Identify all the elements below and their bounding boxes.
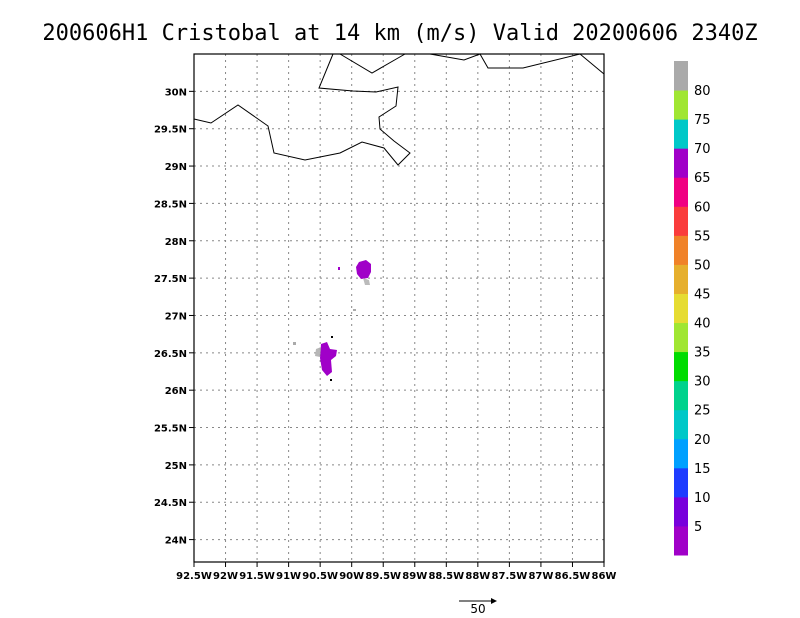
colorbar-label: 20	[694, 433, 711, 448]
colorbar-segment	[674, 264, 688, 294]
colorbar-segment	[674, 467, 688, 498]
colorbar-segment	[674, 322, 688, 353]
colorbar-segment	[674, 90, 688, 120]
echo-south-speck-3	[330, 379, 332, 381]
x-tick-label: 90W	[339, 571, 364, 582]
x-tick-label: 92W	[213, 571, 238, 582]
colorbar-label: 15	[694, 462, 711, 477]
reference-vector: 50	[459, 598, 497, 616]
y-tick-label: 28N	[165, 237, 187, 248]
y-tick-label: 25.5N	[154, 424, 187, 435]
colorbar-label: 55	[694, 229, 711, 244]
coastline-west	[193, 53, 411, 166]
colorbar-label: 80	[694, 84, 711, 99]
y-tick-label: 25N	[165, 461, 187, 472]
colorbar-label: 70	[694, 142, 711, 157]
plot-frame	[193, 53, 605, 563]
reference-vector-head	[491, 598, 497, 604]
y-tick-label: 28.5N	[154, 199, 187, 210]
x-tick-label: 88W	[465, 571, 490, 582]
colorbar-segment	[674, 148, 688, 178]
y-tick-label: 30N	[165, 87, 187, 98]
colorbar-segment	[674, 525, 688, 556]
colorbar-segment	[674, 206, 688, 236]
x-tick-label: 89W	[402, 571, 427, 582]
y-tick-label: 26.5N	[154, 349, 187, 360]
coastline-east	[339, 53, 406, 74]
echo-south-speck	[293, 342, 296, 345]
y-axis: 24N 24.5N 25N 25.5N 26N 26.5N 27N 27.5N 28N 28.5N…	[154, 87, 194, 547]
y-tick-label: 27N	[165, 311, 187, 322]
grid-lines	[194, 54, 604, 562]
colorbar-segment	[674, 496, 688, 527]
echo-south-cell	[320, 342, 337, 376]
colorbar-segment	[674, 438, 688, 469]
colorbar-label: 30	[694, 375, 711, 390]
x-tick-label: 87W	[528, 571, 553, 582]
echo-north-halo	[363, 278, 370, 285]
colorbar-label: 5	[694, 520, 702, 535]
y-tick-label: 24.5N	[154, 498, 187, 509]
colorbar-segment	[674, 177, 688, 207]
colorbar-label: 35	[694, 346, 711, 361]
x-tick-label: 91.5W	[239, 571, 275, 582]
colorbar-label: 10	[694, 491, 711, 506]
colorbar-label: 40	[694, 317, 711, 332]
plot-area: 92.5W 92W 91.5W 91W 90.5W 90W 89.5W 89W 88.5W 88W…	[154, 53, 616, 582]
colorbar-segment	[674, 293, 688, 324]
x-tick-label: 89.5W	[365, 571, 401, 582]
colorbar-segment	[674, 119, 688, 149]
y-tick-label: 26N	[165, 386, 187, 397]
x-tick-label: 86W	[592, 571, 617, 582]
x-tick-label: 92.5W	[176, 571, 212, 582]
echo-north-speck	[338, 267, 340, 270]
x-tick-label: 91W	[276, 571, 301, 582]
x-tick-label: 88.5W	[428, 571, 464, 582]
colorbar-label: 75	[694, 113, 711, 128]
colorbar-segment	[674, 380, 688, 411]
echo-north-speck-2	[353, 309, 356, 311]
y-tick-label: 24N	[165, 536, 187, 547]
echo-south-halo	[315, 347, 321, 357]
colorbar-segment	[674, 61, 688, 91]
colorbar: 5 10 15 20 25 30 35 40 45 50 55 60 65 70 75 80	[674, 61, 711, 556]
colorbar-segment	[674, 351, 688, 382]
colorbar-label: 65	[694, 171, 711, 186]
echo-north-cell	[356, 260, 371, 279]
colorbar-segment	[674, 235, 688, 265]
colorbar-segment	[674, 409, 688, 440]
y-tick-label: 27.5N	[154, 274, 187, 285]
colorbar-label: 45	[694, 287, 711, 302]
reference-vector-label: 50	[470, 602, 485, 616]
echo-south-speck-2	[331, 336, 333, 338]
colorbar-label: 50	[694, 258, 711, 273]
plot-background	[194, 54, 604, 562]
x-axis: 92.5W 92W 91.5W 91W 90.5W 90W 89.5W 89W 88.5W 88W…	[176, 562, 616, 582]
echo-north	[338, 260, 371, 311]
echo-south	[293, 336, 337, 381]
x-tick-label: 87.5W	[492, 571, 528, 582]
x-tick-label: 90.5W	[302, 571, 338, 582]
colorbar-label: 60	[694, 200, 711, 215]
y-tick-label: 29N	[165, 162, 187, 173]
y-tick-label: 29.5N	[154, 125, 187, 136]
x-tick-label: 86.5W	[555, 571, 591, 582]
colorbar-label: 25	[694, 404, 711, 419]
chart-title: 200606H1 Cristobal at 14 km (m/s) Valid …	[42, 21, 757, 46]
